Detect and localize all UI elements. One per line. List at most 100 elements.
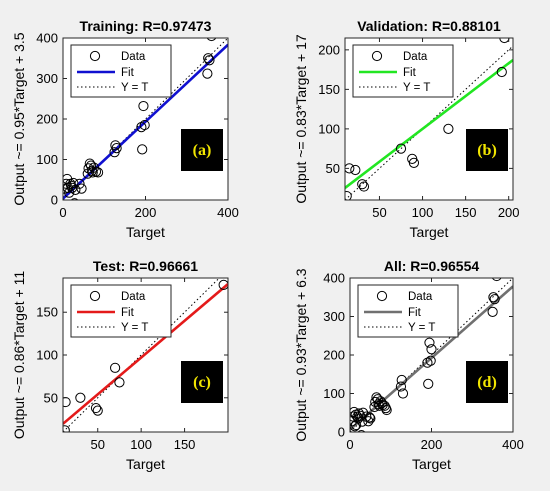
- data-point: [496, 66, 507, 78]
- legend-data-marker: [89, 290, 101, 302]
- data-point: [137, 144, 148, 155]
- data-point: [92, 167, 104, 178]
- data-point: [350, 164, 361, 176]
- y-tick-label: 300: [323, 309, 345, 324]
- x-tick-label: 50: [372, 205, 386, 220]
- panel-badge-label: (b): [477, 142, 497, 159]
- data-point: [396, 374, 407, 386]
- chart-panel-c: 50 100 150 50 100 150 Test: R=0.96661 Target Out…: [11, 258, 229, 472]
- x-tick-label: 150: [455, 205, 477, 220]
- plot-content: [350, 278, 513, 432]
- chart-panel-b: 50 100 150 200 50 100 150 200 Validation: R=0.88…: [293, 18, 520, 240]
- chart-title: Training: R=0.97473: [80, 18, 212, 34]
- data-point: [139, 119, 150, 131]
- y-tick-label: 100: [318, 121, 340, 136]
- legend-identity-label: Y = T: [121, 82, 148, 94]
- data-point: [136, 122, 147, 133]
- legend-data-label: Data: [403, 51, 428, 63]
- data-point: [491, 278, 502, 282]
- data-point: [70, 198, 79, 200]
- data-point: [408, 157, 420, 168]
- data-point: [488, 292, 499, 303]
- chart-panel-d: 0 200 400 0 100 200 300 400 All: R=0.96554 Target…: [293, 258, 524, 472]
- data-point: [489, 294, 500, 305]
- data-point: [364, 412, 375, 423]
- y-tick-label: 150: [36, 305, 58, 320]
- data-point: [426, 344, 437, 355]
- fit-line: [345, 58, 513, 189]
- y-tick-label: 100: [36, 152, 58, 167]
- data-point: [365, 413, 376, 424]
- y-tick-label: 400: [323, 271, 345, 286]
- data-point: [75, 392, 86, 403]
- legend-fit-label: Fit: [121, 67, 135, 79]
- x-tick-label: 200: [498, 205, 520, 220]
- data-point: [218, 279, 228, 290]
- panel-badge: [181, 129, 223, 171]
- data-point: [422, 357, 433, 368]
- legend-data-marker: [371, 50, 383, 62]
- y-tick-label: 300: [36, 71, 58, 86]
- data-point: [110, 362, 121, 373]
- panel-badge: [466, 129, 508, 171]
- panel-badge: [181, 361, 223, 403]
- data-point: [363, 416, 374, 427]
- x-axis-label: Target: [412, 456, 451, 472]
- data-point: [92, 405, 103, 416]
- data-point: [204, 55, 215, 66]
- data-point: [63, 425, 70, 432]
- data-point: [443, 123, 454, 134]
- legend-identity-label: Y = T: [408, 322, 435, 334]
- y-axis-label: Output ~= 0.93*Target + 6.3: [293, 268, 309, 441]
- x-tick-label: 0: [346, 437, 353, 452]
- x-tick-label: 100: [412, 205, 434, 220]
- legend: Data Fit Y = T: [352, 44, 454, 98]
- legend-data-label: Data: [121, 291, 146, 303]
- identity-line: [63, 278, 221, 432]
- data-point: [90, 402, 102, 414]
- x-tick-label: 50: [91, 437, 105, 452]
- y-tick-label: 100: [36, 348, 58, 363]
- y-tick-label: 400: [36, 31, 58, 46]
- data-point: [425, 355, 436, 366]
- data-point: [206, 38, 217, 42]
- panel-badge: [466, 361, 508, 403]
- y-tick-label: 0: [338, 425, 345, 440]
- data-point: [381, 404, 392, 416]
- x-axis-label: Target: [126, 224, 165, 240]
- data-point: [202, 68, 213, 79]
- legend-fit-label: Fit: [121, 307, 135, 319]
- legend-data-label: Data: [408, 291, 433, 303]
- y-tick-label: 50: [44, 390, 58, 405]
- data-point: [397, 388, 409, 399]
- data-point: [357, 429, 366, 432]
- x-tick-label: 200: [135, 205, 157, 220]
- identity-line: [63, 38, 228, 200]
- y-tick-label: 50: [326, 161, 340, 176]
- x-tick-label: 100: [130, 437, 152, 452]
- y-axis-label: Output ~= 0.86*Target + 11: [11, 271, 27, 439]
- y-tick-label: 0: [51, 193, 58, 208]
- plot-content: [63, 278, 228, 432]
- legend-fit-label: Fit: [403, 67, 417, 79]
- chart-panel-a: 0 200 400 0 100 200 300 400 Training: R=0.97473 T…: [11, 18, 239, 240]
- x-tick-label: 400: [217, 205, 239, 220]
- x-tick-label: 200: [421, 437, 443, 452]
- legend: Data Fit Y = T: [70, 284, 172, 338]
- data-point: [74, 178, 85, 189]
- data-point: [423, 378, 434, 389]
- data-point: [345, 163, 355, 174]
- legend-data-marker: [376, 290, 388, 302]
- data-point: [68, 177, 79, 189]
- x-tick-label: 150: [174, 437, 196, 452]
- chart-title: All: R=0.96554: [384, 258, 480, 274]
- data-point: [380, 403, 391, 414]
- y-axis-label: Output ~= 0.83*Target + 17: [293, 34, 309, 204]
- legend-data-marker: [89, 50, 101, 62]
- data-point: [85, 160, 97, 171]
- legend-fit-label: Fit: [408, 307, 422, 319]
- y-tick-label: 100: [323, 386, 345, 401]
- legend-data-label: Data: [121, 51, 146, 63]
- data-point: [357, 179, 368, 190]
- y-axis-label: Output ~= 0.95*Target + 3.5: [11, 32, 27, 205]
